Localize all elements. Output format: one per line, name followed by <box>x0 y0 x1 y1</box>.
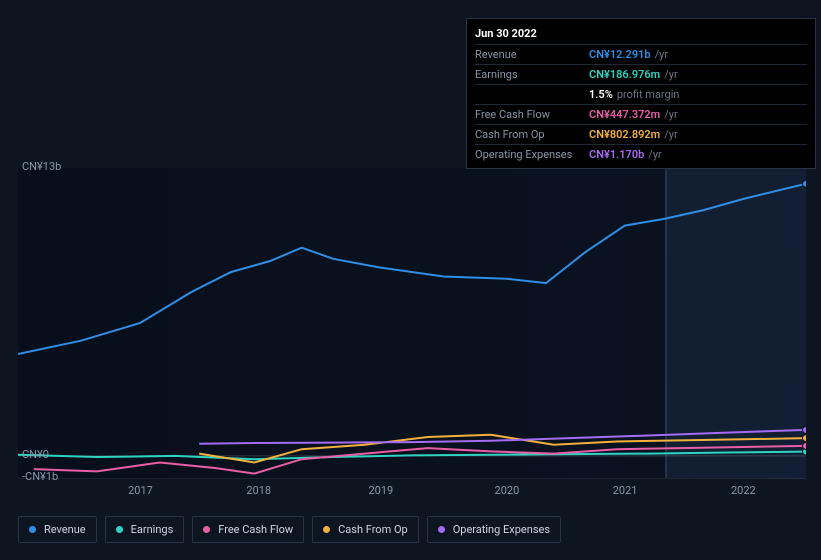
legend-label: Cash From Op <box>338 523 408 536</box>
chart-container: CN¥13b CN¥0 -CN¥1b 2017 2018 2019 2020 2021 202… <box>0 0 821 560</box>
series-svg <box>18 168 806 478</box>
legend-label: Free Cash Flow <box>218 523 293 536</box>
series-fcf[interactable] <box>34 446 806 474</box>
legend-dot-icon <box>29 526 36 533</box>
tooltip-row-value: CN¥186.976m <box>589 68 660 81</box>
tooltip-date: Jun 30 2022 <box>475 25 807 44</box>
tooltip-row-value: CN¥1.170b <box>589 148 644 161</box>
tooltip-row-unit: profit margin <box>617 88 680 101</box>
tooltip-row-unit: /yr <box>655 48 668 61</box>
series-revenue[interactable] <box>18 184 806 354</box>
series-end-dot <box>803 442 807 449</box>
legend-item[interactable]: Earnings <box>105 516 185 543</box>
tooltip-row: 1.5% profit margin <box>475 84 807 104</box>
y-axis-label: CN¥0 <box>22 448 49 461</box>
series-end-dot <box>803 180 807 187</box>
tooltip-row: RevenueCN¥12.291b/yr <box>475 44 807 64</box>
y-axis-label: CN¥13b <box>22 160 61 173</box>
tooltip-row: Cash From OpCN¥802.892m/yr <box>475 124 807 144</box>
tooltip-row-label: Revenue <box>475 48 589 61</box>
y-axis-label: -CN¥1b <box>22 470 58 483</box>
legend-label: Operating Expenses <box>453 523 550 536</box>
tooltip-row-label: Operating Expenses <box>475 148 589 161</box>
tooltip-row-unit: /yr <box>664 108 677 121</box>
legend-dot-icon <box>323 526 330 533</box>
x-axis-label: 2017 <box>128 484 153 497</box>
tooltip: Jun 30 2022 RevenueCN¥12.291b/yrEarnings… <box>466 18 816 169</box>
x-axis-label: 2022 <box>731 484 756 497</box>
x-axis-label: 2019 <box>368 484 393 497</box>
legend-item[interactable]: Cash From Op <box>312 516 419 543</box>
series-end-dot <box>803 435 807 442</box>
legend: Revenue Earnings Free Cash Flow Cash From O… <box>18 516 561 543</box>
x-axis-label: 2020 <box>495 484 520 497</box>
tooltip-row: EarningsCN¥186.976m/yr <box>475 64 807 84</box>
tooltip-row-unit: /yr <box>648 148 661 161</box>
x-axis-label: 2021 <box>613 484 638 497</box>
legend-item[interactable]: Operating Expenses <box>427 516 561 543</box>
tooltip-row-unit: /yr <box>664 128 677 141</box>
tooltip-row-label: Free Cash Flow <box>475 108 589 121</box>
tooltip-row: Free Cash FlowCN¥447.372m/yr <box>475 104 807 124</box>
legend-label: Earnings <box>131 523 174 536</box>
legend-dot-icon <box>116 526 123 533</box>
tooltip-row-value: CN¥802.892m <box>589 128 660 141</box>
tooltip-row-label: Earnings <box>475 68 589 81</box>
series-end-dot <box>803 426 807 433</box>
legend-item[interactable]: Free Cash Flow <box>192 516 304 543</box>
tooltip-row: Operating ExpensesCN¥1.170b/yr <box>475 144 807 164</box>
tooltip-row-value: 1.5% <box>589 88 613 101</box>
tooltip-row-unit: /yr <box>664 68 677 81</box>
legend-label: Revenue <box>44 523 86 536</box>
tooltip-row-label: Cash From Op <box>475 128 589 141</box>
tooltip-row-value: CN¥447.372m <box>589 108 660 121</box>
legend-dot-icon <box>203 526 210 533</box>
legend-dot-icon <box>438 526 445 533</box>
x-axis-label: 2018 <box>246 484 271 497</box>
legend-item[interactable]: Revenue <box>18 516 97 543</box>
tooltip-row-value: CN¥12.291b <box>589 48 651 61</box>
